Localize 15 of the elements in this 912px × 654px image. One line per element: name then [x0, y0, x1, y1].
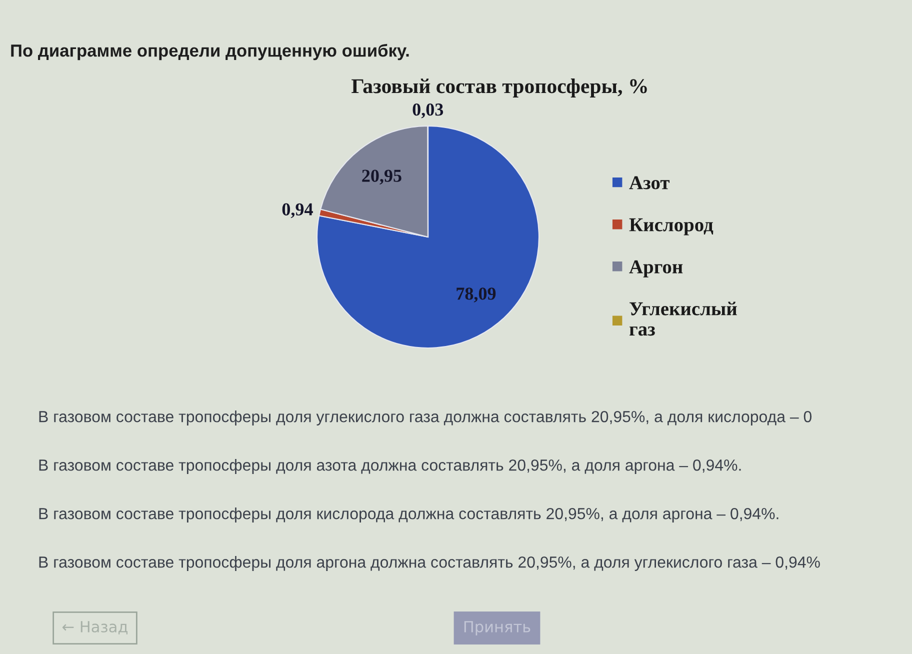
data-label: 78,09	[456, 288, 496, 302]
legend-label: Кислород	[629, 218, 714, 236]
legend-label: Углекислый газ	[630, 302, 737, 336]
chart-title: Газовый состав тропосферы, %	[352, 78, 647, 98]
data-label: 20,95	[362, 170, 402, 185]
text: В газовом составе тропосферы доля аргона должна составлять 20,95%, а доля углекислого газа – 0,94%	[39, 556, 820, 571]
data-label: 0,94	[282, 203, 313, 218]
text: В газовом составе тропосферы доля кислорода должна составлять 20,95%, а доля аргона – 0,94%.	[39, 508, 778, 522]
text: По диаграмме определи допущенную ошибку.	[11, 44, 409, 60]
pie-slice	[316, 125, 540, 349]
text: В газовом составе тропосферы доля азота должна составлять 20,95%, а доля аргона – 0,94%.	[39, 459, 741, 474]
text: В газовом составе тропосферы доля углекислого газа должна составлять 20,95%, а доля кислорода – 0	[39, 410, 812, 426]
legend-label: Аргон	[629, 260, 683, 278]
legend-label: Азот	[629, 176, 670, 190]
data-label: 0,03	[412, 103, 444, 118]
